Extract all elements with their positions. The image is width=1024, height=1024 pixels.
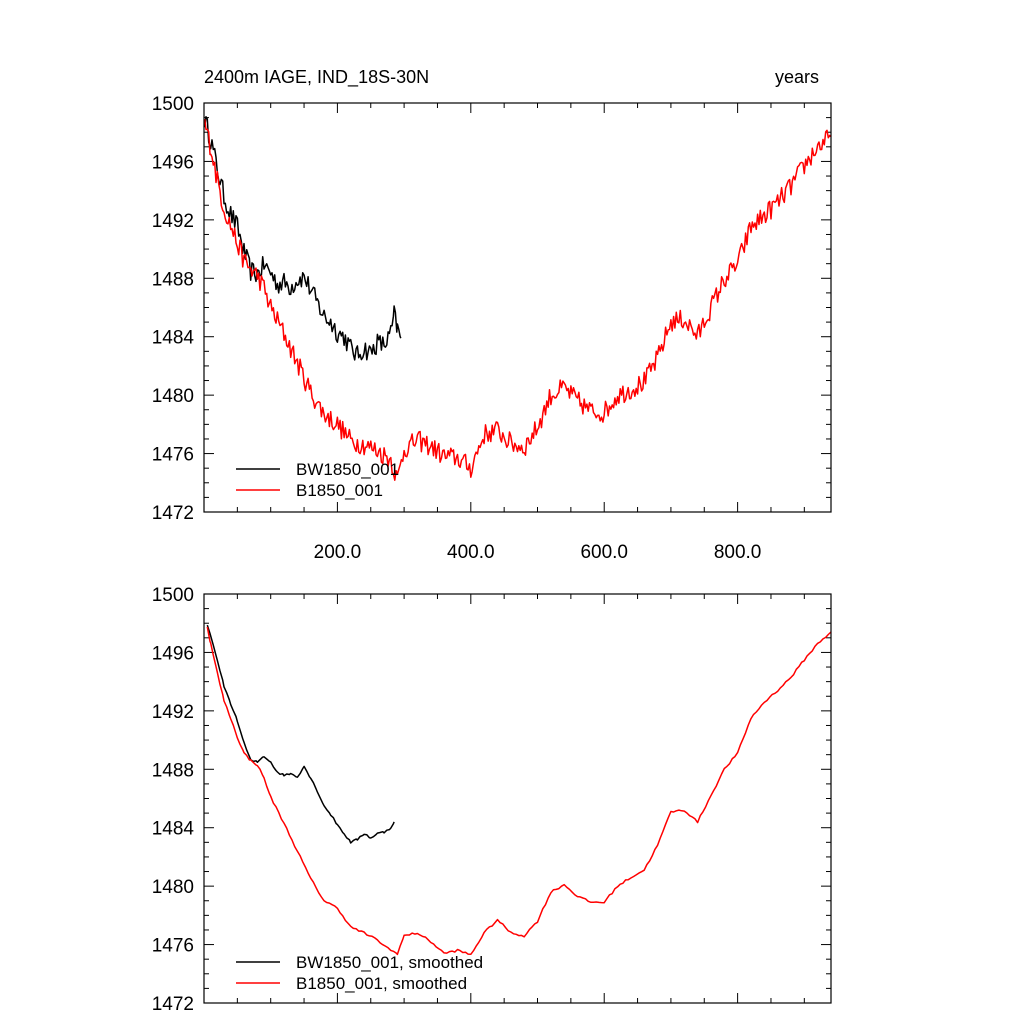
bottom-y-tick-label: 1476	[152, 936, 194, 957]
top-series-lines	[203, 116, 832, 481]
legend-label-b1850: B1850_001	[296, 481, 383, 500]
top-series-line-bw1850	[203, 116, 402, 361]
top-series-line-b1850	[203, 119, 832, 481]
top-x-tick-label: 400.0	[447, 542, 495, 563]
top-legend: BW1850_001 B1850_001	[236, 460, 399, 500]
bottom-y-tick-labels: 1472 1476 1480 1484 1488 1492 1496 1500	[152, 585, 195, 1015]
legend-label-bw1850-smoothed: BW1850_001, smoothed	[296, 953, 483, 972]
bottom-axis-ticks	[204, 593, 831, 1004]
bottom-series-lines	[206, 624, 832, 956]
bottom-plot-frame	[203, 593, 832, 1004]
top-x-tick-label: 200.0	[314, 542, 362, 563]
top-y-tick-label: 1472	[152, 503, 194, 524]
legend-label-bw1850: BW1850_001	[296, 460, 399, 479]
bottom-y-tick-label: 1500	[152, 585, 194, 606]
bottom-series-line-bw1850	[206, 624, 395, 844]
bottom-legend: BW1850_001, smoothed B1850_001, smoothed	[236, 953, 483, 993]
top-x-tick-labels: 200.0 400.0 600.0 800.0	[314, 542, 762, 563]
legend-label-b1850-smoothed: B1850_001, smoothed	[296, 974, 467, 993]
top-y-tick-label: 1488	[152, 269, 194, 290]
top-y-tick-label: 1476	[152, 445, 194, 466]
units-label: years	[775, 67, 819, 87]
top-y-tick-labels: 1472 1476 1480 1484 1488 1492 1496 1500	[152, 94, 195, 524]
bottom-y-tick-label: 1492	[152, 702, 194, 723]
top-axis-ticks	[204, 102, 831, 513]
top-plot-frame	[203, 102, 832, 513]
top-x-tick-label: 600.0	[580, 542, 628, 563]
top-y-tick-label: 1480	[152, 386, 194, 407]
bottom-series-line-b1850	[206, 626, 832, 956]
bottom-y-tick-label: 1480	[152, 877, 194, 898]
bottom-y-tick-label: 1472	[152, 994, 194, 1015]
top-x-tick-label: 800.0	[714, 542, 762, 563]
chart-title: 2400m IAGE, IND_18S-30N	[204, 67, 429, 88]
bottom-chart: 1472 1476 1480 1484 1488 1492 1496 1500 BW1850_…	[152, 585, 832, 1015]
top-y-tick-label: 1500	[152, 94, 194, 115]
top-y-tick-label: 1484	[152, 328, 195, 349]
top-y-tick-label: 1496	[152, 152, 194, 173]
top-y-tick-label: 1492	[152, 211, 194, 232]
bottom-y-tick-label: 1484	[152, 819, 195, 840]
bottom-y-tick-label: 1488	[152, 760, 194, 781]
bottom-y-tick-label: 1496	[152, 643, 194, 664]
top-chart: 2400m IAGE, IND_18S-30N years 1472147614…	[152, 67, 832, 563]
